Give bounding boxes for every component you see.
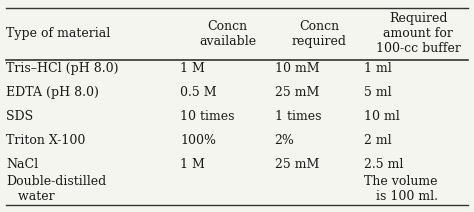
- Text: Triton X-100: Triton X-100: [6, 134, 85, 147]
- Text: The volume
is 100 ml.: The volume is 100 ml.: [364, 175, 438, 203]
- Text: 2.5 ml: 2.5 ml: [364, 158, 403, 171]
- Text: Required
amount for
100-cc buffer: Required amount for 100-cc buffer: [376, 12, 461, 55]
- Text: NaCl: NaCl: [6, 158, 38, 171]
- Text: 5 ml: 5 ml: [364, 86, 392, 99]
- Text: 0.5 M: 0.5 M: [181, 86, 217, 99]
- Text: 1 ml: 1 ml: [364, 62, 392, 75]
- Text: 1 times: 1 times: [274, 110, 321, 123]
- Text: 2%: 2%: [274, 134, 294, 147]
- Text: Concn
available: Concn available: [199, 20, 256, 48]
- Text: 10 ml: 10 ml: [364, 110, 400, 123]
- Text: 10 times: 10 times: [181, 110, 235, 123]
- Text: Tris–HCl (pH 8.0): Tris–HCl (pH 8.0): [6, 62, 118, 75]
- Text: 2 ml: 2 ml: [364, 134, 392, 147]
- Text: 25 mM: 25 mM: [274, 86, 319, 99]
- Text: EDTA (pH 8.0): EDTA (pH 8.0): [6, 86, 99, 99]
- Text: SDS: SDS: [6, 110, 33, 123]
- Text: 1 M: 1 M: [181, 62, 205, 75]
- Text: Double-distilled
   water: Double-distilled water: [6, 175, 106, 203]
- Text: 25 mM: 25 mM: [274, 158, 319, 171]
- Text: 10 mM: 10 mM: [274, 62, 319, 75]
- Text: Concn
required: Concn required: [292, 20, 347, 48]
- Text: 1 M: 1 M: [181, 158, 205, 171]
- Text: Type of material: Type of material: [6, 27, 110, 40]
- Text: 100%: 100%: [181, 134, 216, 147]
